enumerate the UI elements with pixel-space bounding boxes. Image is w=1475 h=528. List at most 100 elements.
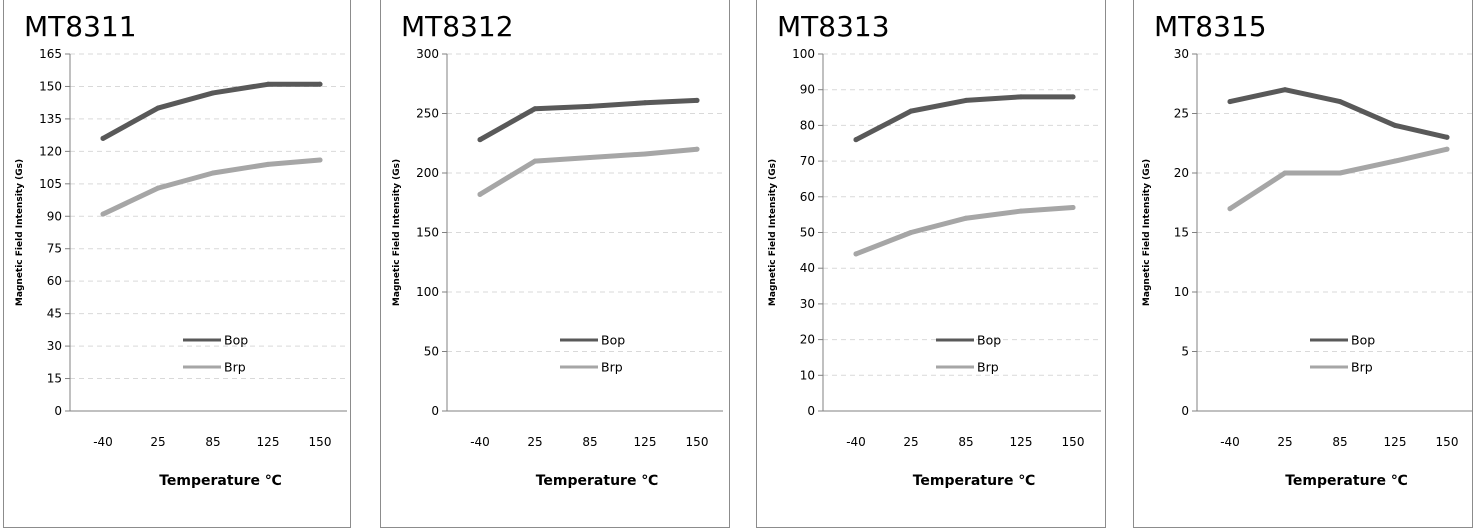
legend-label-bop: Bop	[601, 333, 625, 348]
x-tick-label: -40	[93, 435, 113, 449]
y-tick-label: 15	[47, 372, 62, 386]
chart-svg-1: MT8311 0 15 30 45 60 75 90 105 120 135 150 165 -40 25 8…	[15, 10, 347, 489]
series-line-brp	[853, 205, 1076, 257]
chart-panel-2: MT8312 0 50 100 150 200 250 300 -40 25 85 125 150 Mag…	[380, 0, 730, 528]
data-point-brp	[1018, 208, 1024, 214]
data-point-brp	[963, 215, 969, 221]
y-tick-label: 15	[1174, 226, 1189, 240]
x-tick-label: 85	[958, 435, 973, 449]
y-tick-label: 10	[1174, 285, 1189, 299]
x-tick-label: 25	[527, 435, 542, 449]
y-tick-label: 150	[39, 79, 62, 93]
y-tick-label: 40	[800, 261, 815, 275]
y-tick-label: 70	[800, 154, 815, 168]
x-tick-label: 150	[1062, 435, 1085, 449]
legend-label-brp: Brp	[1351, 360, 1373, 375]
y-tick-label: 0	[54, 404, 62, 418]
y-tick-label: 90	[47, 209, 62, 223]
data-point-brp	[587, 155, 593, 161]
x-tick-label: 85	[582, 435, 597, 449]
y-tick-label: 200	[416, 166, 439, 180]
data-point-brp	[1282, 170, 1288, 176]
x-tick-label: 150	[309, 435, 332, 449]
y-tick-label: 50	[424, 345, 439, 359]
data-point-brp	[1392, 158, 1398, 164]
chart-svg-2: MT8312 0 50 100 150 200 250 300 -40 25 85 125 150 Mag…	[392, 10, 723, 489]
data-point-brp	[210, 170, 216, 176]
x-tick-label: 150	[686, 435, 709, 449]
y-tick-label: 20	[1174, 166, 1189, 180]
y-tick-label: 120	[39, 144, 62, 158]
data-point-brp	[265, 161, 271, 167]
legend-label-brp: Brp	[601, 360, 623, 375]
y-tick-label: 150	[416, 226, 439, 240]
y-tick-label: 100	[416, 285, 439, 299]
y-tick-label: 20	[800, 333, 815, 347]
data-point-bop	[642, 100, 648, 106]
y-tick-label: 75	[47, 242, 62, 256]
legend-label-brp: Brp	[224, 360, 246, 375]
data-point-bop	[694, 97, 700, 103]
legend-label-bop: Bop	[977, 333, 1001, 348]
data-point-bop	[100, 135, 106, 141]
y-axis-title: Magnetic Field Intensity (Gs)	[768, 159, 778, 306]
data-point-bop	[210, 90, 216, 96]
data-point-brp	[642, 151, 648, 157]
y-tick-label: 135	[39, 112, 62, 126]
data-point-brp	[1444, 146, 1450, 152]
y-axis-title: Magnetic Field Intensity (Gs)	[392, 159, 402, 306]
data-point-bop	[1018, 94, 1024, 100]
data-point-brp	[694, 146, 700, 152]
data-point-bop	[587, 103, 593, 109]
chart-panel-4: MT8315 0 5 10 15 20 25 30 -40 25 85 125 150 Magnetic …	[1133, 0, 1473, 528]
series-line-brp	[1227, 146, 1450, 212]
x-tick-label: 125	[1010, 435, 1033, 449]
data-point-bop	[317, 81, 323, 87]
data-point-bop	[265, 81, 271, 87]
y-axis-title: Magnetic Field Intensity (Gs)	[1142, 159, 1152, 306]
x-tick-label: 25	[150, 435, 165, 449]
data-point-bop	[963, 97, 969, 103]
data-point-bop	[1227, 99, 1233, 105]
y-tick-label: 30	[47, 339, 62, 353]
chart-title: MT8315	[1154, 10, 1267, 43]
y-tick-label: 165	[39, 47, 62, 61]
y-tick-label: 10	[800, 368, 815, 382]
y-tick-label: 300	[416, 47, 439, 61]
x-tick-label: -40	[470, 435, 490, 449]
data-point-bop	[853, 137, 859, 143]
legend-label-bop: Bop	[224, 333, 248, 348]
data-point-brp	[908, 230, 914, 235]
data-point-bop	[477, 137, 483, 143]
x-tick-label: 125	[634, 435, 657, 449]
legend-label-bop: Bop	[1351, 333, 1375, 348]
data-point-brp	[100, 211, 106, 217]
y-tick-label: 45	[47, 307, 62, 321]
chart-panel-1: MT8311 0 15 30 45 60 75 90 105 120 135 150 165 -40 25 8…	[3, 0, 351, 528]
legend-label-brp: Brp	[977, 360, 999, 375]
series-line-bop	[853, 94, 1076, 143]
data-point-bop	[1070, 94, 1076, 100]
x-tick-label: 125	[257, 435, 280, 449]
chart-svg-4: MT8315 0 5 10 15 20 25 30 -40 25 85 125 150 Magnetic …	[1142, 10, 1472, 489]
y-tick-label: 60	[47, 274, 62, 288]
chart-title: MT8311	[24, 10, 137, 43]
data-point-brp	[532, 158, 538, 164]
x-tick-label: 125	[1384, 435, 1407, 449]
data-point-bop	[532, 106, 538, 112]
data-point-bop	[1282, 87, 1288, 93]
data-point-brp	[155, 185, 161, 191]
x-tick-label: 150	[1436, 435, 1459, 449]
chart-svg-3: MT8313 0 10 20 30 40 50 60 70 80 90 100 -40 25 85 125 15…	[768, 10, 1101, 489]
y-tick-label: 30	[800, 297, 815, 311]
chart-title: MT8312	[401, 10, 514, 43]
data-point-bop	[155, 105, 161, 111]
data-point-brp	[1337, 170, 1343, 176]
x-axis-title: Temperature ℃	[913, 473, 1036, 489]
data-point-brp	[317, 157, 323, 163]
y-tick-label: 105	[39, 177, 62, 191]
data-point-brp	[853, 251, 859, 257]
x-axis-title: Temperature ℃	[536, 473, 659, 489]
data-point-brp	[1227, 206, 1233, 212]
chart-panel-3: MT8313 0 10 20 30 40 50 60 70 80 90 100 -40 25 85 125 15…	[756, 0, 1106, 528]
